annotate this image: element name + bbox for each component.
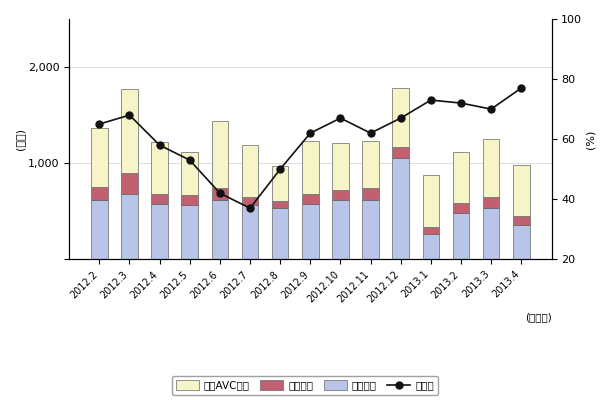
- Bar: [332, 190, 349, 200]
- Bar: [332, 200, 349, 259]
- Bar: [151, 194, 168, 204]
- Bar: [181, 195, 198, 206]
- Bar: [121, 89, 138, 173]
- Bar: [302, 141, 318, 194]
- Bar: [242, 145, 258, 197]
- Bar: [423, 226, 439, 234]
- Bar: [302, 194, 318, 204]
- Bar: [272, 208, 289, 259]
- Bar: [362, 141, 379, 188]
- Bar: [242, 206, 258, 259]
- Bar: [392, 88, 409, 147]
- Bar: [483, 197, 500, 208]
- Bar: [121, 173, 138, 194]
- Bar: [212, 121, 228, 188]
- Bar: [91, 200, 107, 259]
- Bar: [392, 147, 409, 158]
- Bar: [423, 175, 439, 226]
- Bar: [392, 158, 409, 259]
- Bar: [513, 225, 529, 259]
- Bar: [212, 188, 228, 200]
- Bar: [151, 142, 168, 194]
- Bar: [483, 208, 500, 259]
- Bar: [181, 152, 198, 195]
- Bar: [212, 200, 228, 259]
- Bar: [121, 194, 138, 259]
- Text: (年・月): (年・月): [525, 312, 551, 322]
- Bar: [332, 143, 349, 190]
- Bar: [453, 152, 469, 202]
- Bar: [362, 188, 379, 200]
- Bar: [242, 197, 258, 206]
- Bar: [423, 234, 439, 259]
- Bar: [483, 139, 500, 197]
- Bar: [513, 165, 529, 216]
- Bar: [362, 200, 379, 259]
- Legend: カーAVC機器, 音声機器, 映像機器, 前年比: カーAVC機器, 音声機器, 映像機器, 前年比: [171, 376, 439, 395]
- Bar: [272, 201, 289, 208]
- Bar: [302, 204, 318, 259]
- Bar: [91, 128, 107, 187]
- Bar: [181, 206, 198, 259]
- Bar: [272, 166, 289, 201]
- Bar: [513, 216, 529, 225]
- Y-axis label: (億円): (億円): [15, 128, 25, 150]
- Bar: [91, 187, 107, 200]
- Bar: [453, 213, 469, 259]
- Bar: [453, 202, 469, 213]
- Y-axis label: (%): (%): [585, 130, 595, 149]
- Bar: [151, 204, 168, 259]
